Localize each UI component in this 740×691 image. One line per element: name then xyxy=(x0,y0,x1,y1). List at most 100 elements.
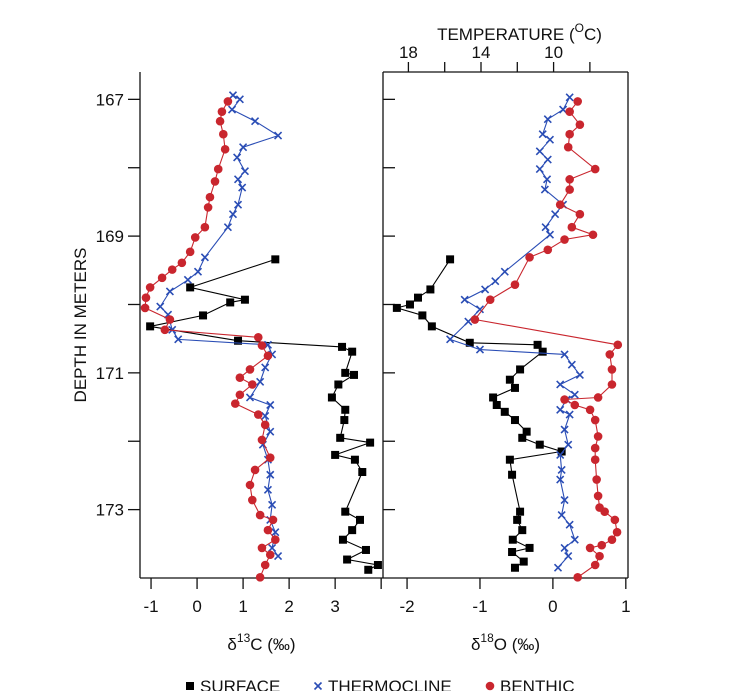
data-point xyxy=(560,495,569,505)
cross-stroke xyxy=(274,552,283,561)
data-point xyxy=(260,420,270,430)
data-point xyxy=(513,515,522,524)
data-point xyxy=(167,265,177,274)
data-point xyxy=(255,510,265,520)
data-point xyxy=(426,285,435,294)
y-tick-label: 173 xyxy=(96,501,124,520)
data-point xyxy=(268,515,278,525)
data-point xyxy=(556,405,565,414)
cross-stroke xyxy=(570,390,579,399)
data-point xyxy=(265,453,275,462)
data-point xyxy=(446,335,455,344)
data-point xyxy=(141,293,151,302)
legend-marker xyxy=(313,681,323,691)
data-point xyxy=(555,200,565,209)
x2-axis-label: TEMPERATURE (OC) xyxy=(437,21,602,44)
data-point xyxy=(338,342,347,351)
data-point xyxy=(470,315,480,324)
data-point xyxy=(233,175,243,184)
data-point xyxy=(392,303,401,312)
cross-stroke xyxy=(165,287,174,296)
data-point xyxy=(595,551,604,561)
data-point xyxy=(610,515,620,525)
data-point xyxy=(341,368,350,377)
data-point xyxy=(593,432,603,441)
data-point xyxy=(575,209,585,219)
data-point xyxy=(500,407,509,416)
data-point xyxy=(253,410,263,419)
cross-stroke xyxy=(475,305,485,314)
data-point xyxy=(348,526,357,535)
data-point xyxy=(265,550,275,560)
profile-line xyxy=(159,94,280,557)
data-point xyxy=(597,540,607,550)
data-point xyxy=(219,129,228,139)
data-point xyxy=(510,383,519,392)
data-point xyxy=(588,230,598,240)
y-tick-label: 169 xyxy=(96,227,124,246)
data-point xyxy=(177,258,187,268)
data-point xyxy=(223,97,233,106)
cross-stroke xyxy=(271,528,280,537)
data-point xyxy=(239,143,248,152)
x-tick-label: 0 xyxy=(192,597,201,616)
cross-stroke xyxy=(560,495,569,505)
data-point xyxy=(525,543,534,552)
data-point xyxy=(186,283,195,292)
cross-stroke xyxy=(174,335,183,344)
data-point xyxy=(257,435,267,445)
data-point xyxy=(327,393,336,402)
cross-stroke xyxy=(556,405,565,414)
data-point xyxy=(334,380,343,389)
data-point xyxy=(560,425,569,434)
data-point xyxy=(271,535,280,545)
data-point xyxy=(355,515,364,524)
cross-stroke xyxy=(228,210,238,219)
cross-stroke xyxy=(460,295,469,304)
data-point xyxy=(491,277,500,286)
data-point xyxy=(165,287,174,296)
data-point xyxy=(575,120,585,129)
data-point xyxy=(525,253,534,262)
x-tick-label: -1 xyxy=(472,597,487,616)
cross-stroke xyxy=(500,267,509,276)
cross-stroke xyxy=(543,115,552,124)
y-tick-label: 171 xyxy=(96,364,124,383)
cross-stroke xyxy=(545,135,555,144)
data-point xyxy=(228,91,238,100)
data-point xyxy=(510,416,519,425)
data-point xyxy=(567,222,577,232)
cross-stroke xyxy=(481,285,490,294)
cross-stroke xyxy=(168,325,177,334)
data-point xyxy=(227,105,237,114)
cross-stroke xyxy=(233,175,243,184)
data-point xyxy=(266,400,275,410)
data-point xyxy=(257,341,267,350)
cross-stroke xyxy=(250,117,260,126)
cross-stroke xyxy=(233,200,243,209)
data-point xyxy=(475,345,485,354)
legend-label: THERMOCLINE xyxy=(328,677,452,691)
cross-stroke xyxy=(261,363,270,372)
cross-stroke xyxy=(193,267,203,276)
data-point xyxy=(235,373,245,382)
x-axis-label-rest: O (‰) xyxy=(494,635,540,654)
data-point xyxy=(565,107,574,116)
x-axis-label-sup: 13 xyxy=(237,631,251,645)
data-point xyxy=(508,535,517,544)
data-point xyxy=(590,415,600,425)
cross-stroke xyxy=(268,500,277,509)
data-point xyxy=(575,370,584,379)
data-point xyxy=(233,200,243,209)
profile-line xyxy=(394,259,562,569)
data-point xyxy=(612,527,622,537)
x2-axis-label-rest: C) xyxy=(584,25,602,44)
data-point xyxy=(271,528,280,537)
data-point xyxy=(234,336,243,345)
cross-stroke xyxy=(266,400,275,410)
cross-stroke xyxy=(261,411,270,421)
cross-stroke xyxy=(274,131,283,140)
data-point xyxy=(593,491,603,501)
data-point xyxy=(226,298,235,307)
